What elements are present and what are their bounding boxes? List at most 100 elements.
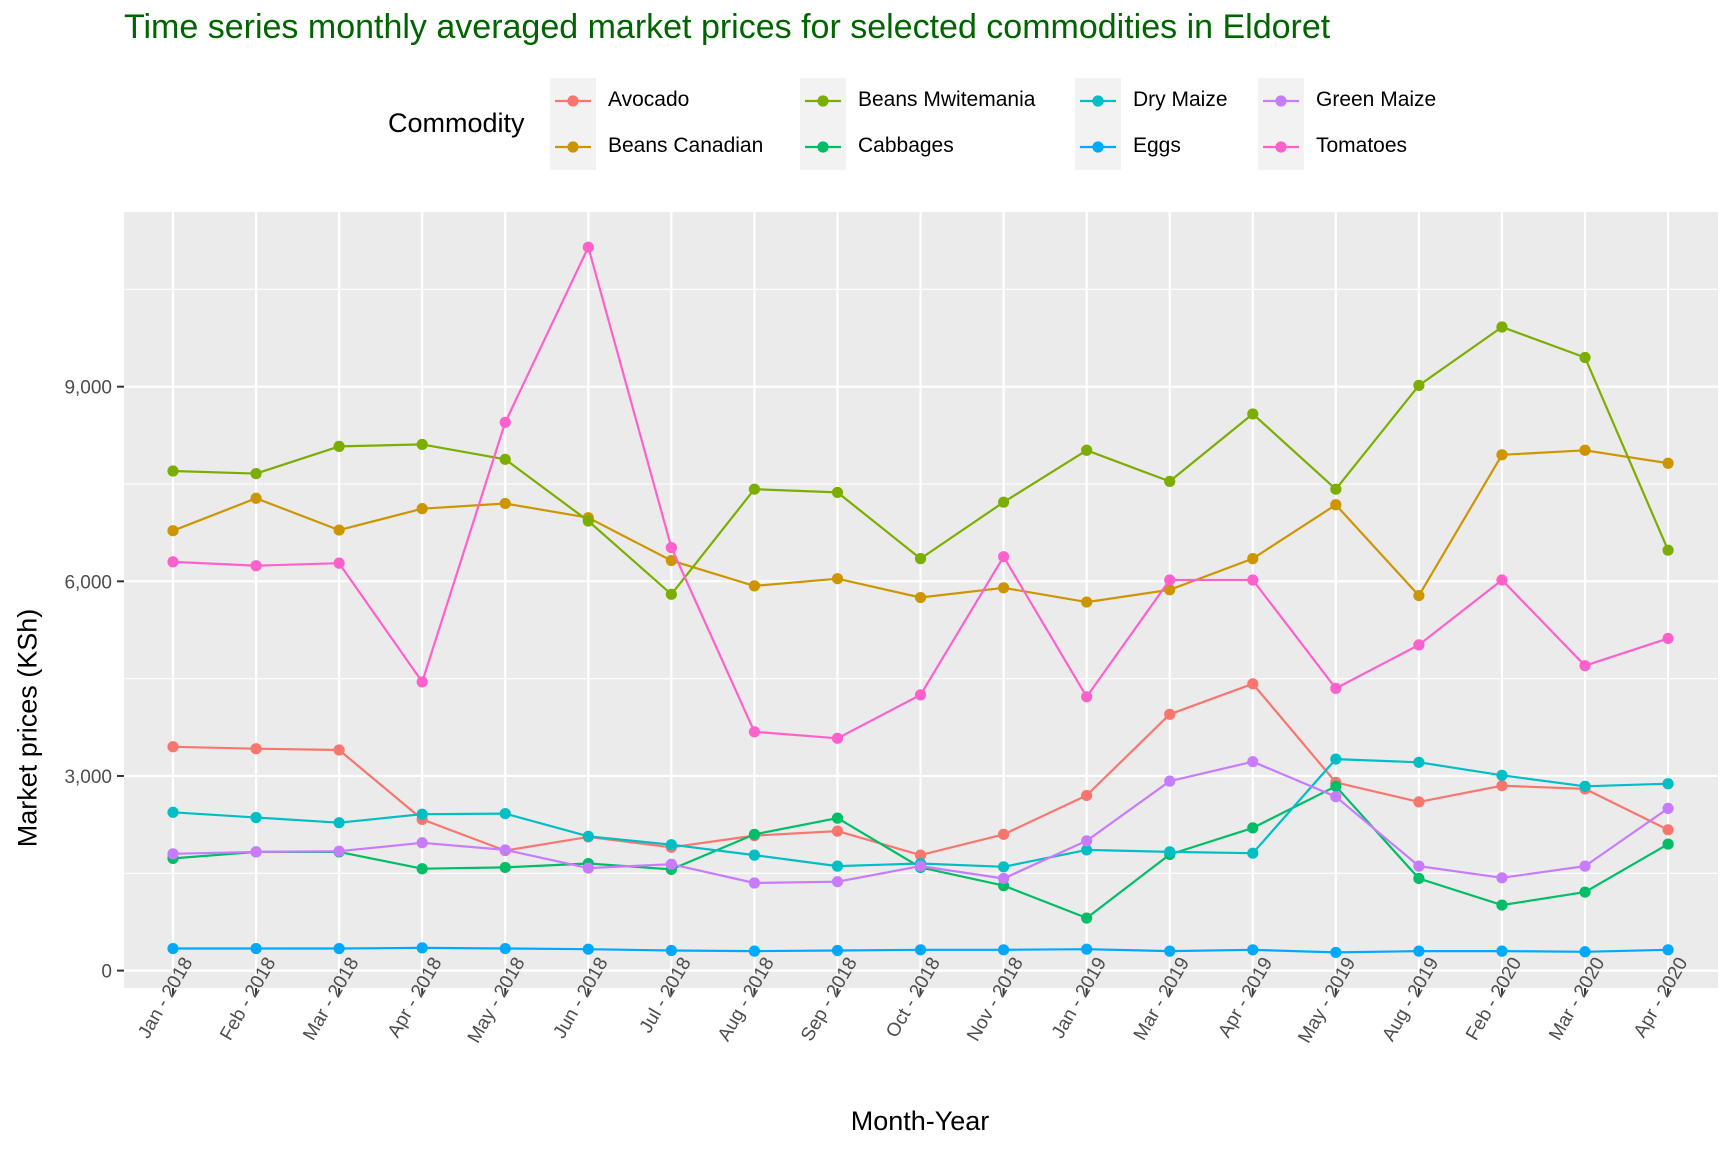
data-point-eggs [665,944,677,957]
data-point-green-maize [333,845,345,857]
data-point-dry-maize [1579,780,1591,792]
data-point-tomatoes [914,689,927,701]
legend-key-avocado [550,78,596,124]
legend-key-cabbages [800,124,846,170]
data-point-beans-mwitemania [1496,321,1508,333]
data-point-avocado [1662,824,1674,836]
data-point-cabbages [416,863,428,875]
data-point-beans-canadian [1330,499,1342,511]
chart-title: Time series monthly averaged market pric… [124,8,1331,46]
data-point-green-maize [1330,791,1342,803]
data-point-cabbages [1247,822,1259,834]
data-point-dry-maize [250,811,262,824]
data-point-avocado [1247,678,1259,690]
data-point-avocado [1081,789,1093,802]
data-point-beans-canadian [333,524,345,536]
data-point-beans-canadian [250,492,262,504]
data-point-tomatoes [1413,639,1425,651]
data-point-beans-canadian [1662,457,1674,469]
data-point-beans-mwitemania [1081,444,1093,456]
data-point-cabbages [499,861,511,874]
data-point-eggs [582,943,594,955]
data-point-beans-mwitemania [998,496,1010,508]
data-point-beans-canadian [167,525,179,537]
data-point-dry-maize [831,860,844,872]
data-point-tomatoes [333,557,345,569]
series-tomatoes [167,241,1674,744]
legend-label: Avocado [608,88,690,111]
data-point-eggs [998,944,1010,956]
data-point-dry-maize [582,830,594,842]
data-point-cabbages [1662,838,1674,850]
data-point-dry-maize [1496,769,1508,781]
data-point-cabbages [1081,912,1093,924]
legend-title: Commodity [388,108,525,138]
data-point-dry-maize [1081,844,1093,856]
data-point-green-maize [250,846,262,858]
data-point-avocado [167,741,179,753]
data-point-tomatoes [250,560,262,572]
data-point-beans-mwitemania [914,553,927,565]
data-point-avocado [1496,780,1508,792]
legend-label: Tomatoes [1316,134,1408,157]
data-point-beans-canadian [665,554,677,567]
data-point-green-maize [831,876,844,888]
legend-key-green-maize [1258,78,1304,124]
y-tick-label: 9,000 [64,378,112,399]
data-point-cabbages [1579,886,1591,898]
data-point-beans-canadian [1579,444,1591,456]
data-point-eggs [416,942,428,954]
series-dry-maize [167,753,1674,873]
data-point-beans-mwitemania [1164,475,1176,488]
series-eggs [167,942,1674,959]
legend-key-beans-mwitemania [800,78,846,124]
data-point-green-maize [416,837,428,849]
data-point-dry-maize [499,807,511,820]
data-point-tomatoes [1330,682,1342,694]
data-point-beans-canadian [1496,449,1508,461]
data-point-beans-canadian [1164,584,1176,596]
data-point-green-maize [1164,775,1176,787]
data-point-dry-maize [1413,756,1425,768]
data-point-dry-maize [333,817,345,829]
x-axis-label: Month-Year [850,1106,990,1136]
data-point-beans-canadian [1247,553,1259,565]
data-point-green-maize [1496,872,1508,884]
data-point-beans-mwitemania [250,468,262,480]
data-point-tomatoes [582,241,594,253]
data-point-dry-maize [665,839,677,851]
data-point-beans-mwitemania [1662,544,1674,556]
data-point-beans-mwitemania [333,440,345,452]
data-point-green-maize [914,860,927,872]
data-point-tomatoes [1662,632,1674,645]
data-point-cabbages [1330,780,1342,792]
data-point-green-maize [167,848,179,860]
data-point-cabbages [748,828,761,840]
data-point-eggs [748,945,761,957]
data-point-eggs [1579,946,1591,958]
data-point-tomatoes [998,551,1010,563]
data-point-avocado [1164,708,1176,720]
data-point-beans-canadian [748,580,761,592]
data-point-green-maize [1662,802,1674,815]
data-point-eggs [1662,944,1674,956]
data-point-tomatoes [167,556,179,568]
data-point-beans-mwitemania [499,453,511,465]
data-point-beans-canadian [499,497,511,510]
y-tick-label: 0 [101,962,112,983]
data-point-green-maize [748,877,761,889]
legend-key-dry-maize [1075,78,1121,124]
data-point-tomatoes [499,416,511,428]
data-point-avocado [998,828,1010,840]
data-point-tomatoes [1081,691,1093,703]
data-point-dry-maize [167,806,179,818]
data-point-beans-mwitemania [416,438,428,451]
data-point-green-maize [998,872,1010,885]
data-point-beans-mwitemania [1413,379,1425,391]
data-point-tomatoes [1247,574,1259,586]
data-point-beans-mwitemania [582,515,594,527]
legend-label: Eggs [1133,134,1181,157]
data-point-green-maize [665,858,677,870]
data-point-cabbages [1413,872,1425,885]
